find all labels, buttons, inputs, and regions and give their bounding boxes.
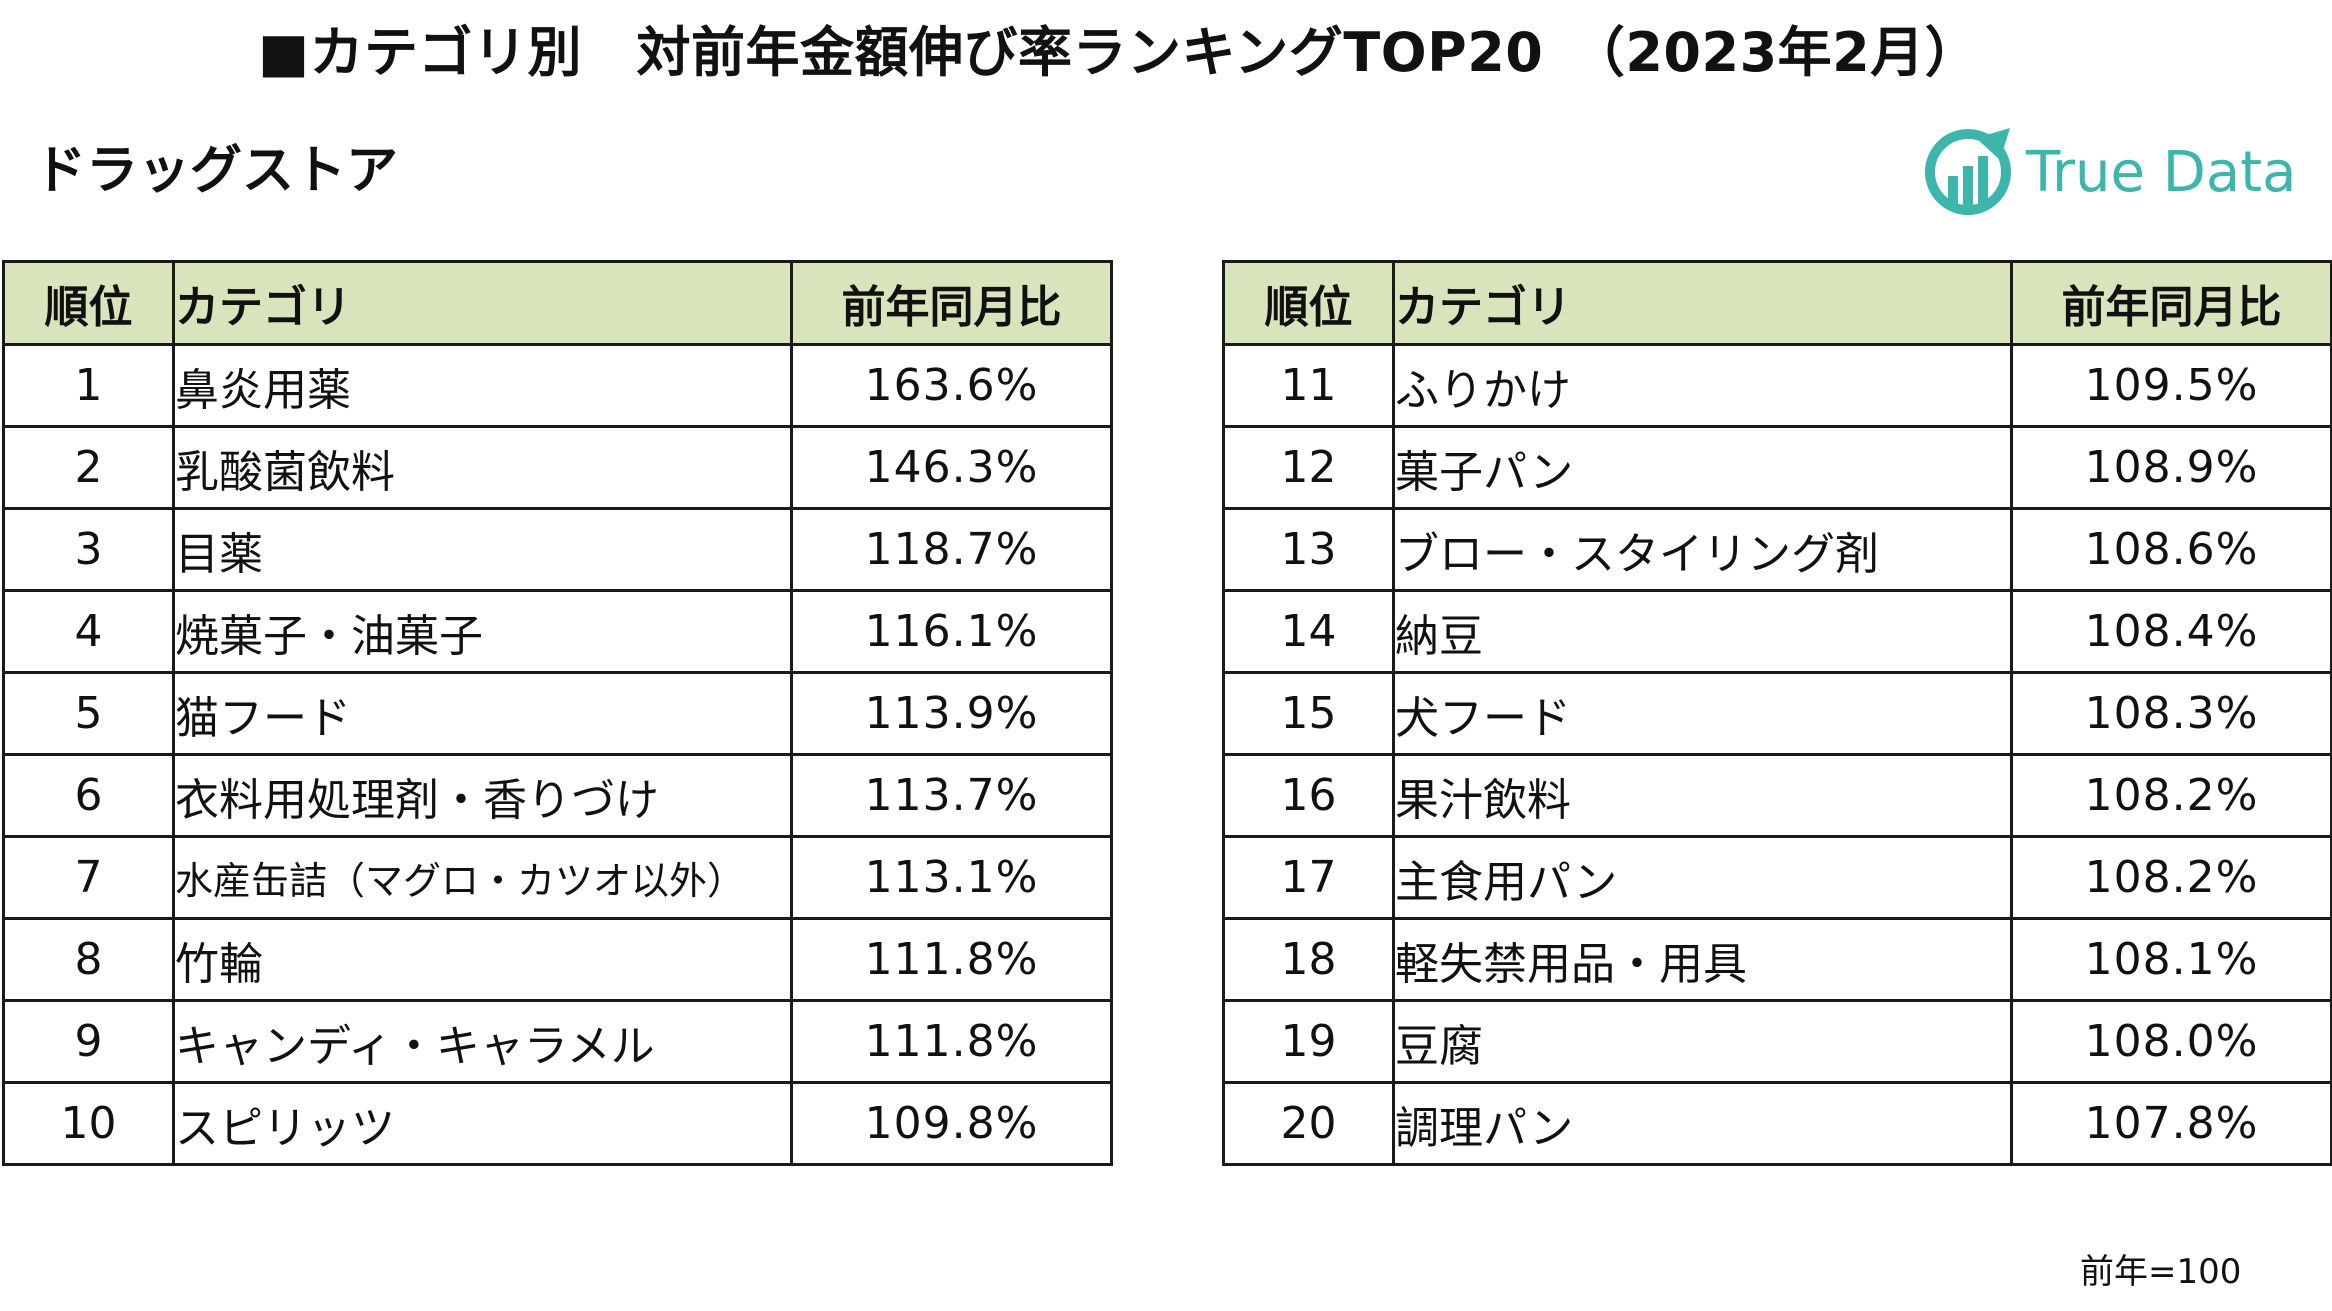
category-cell: ふりかけ — [1392, 343, 2013, 428]
table-row: 11 ふりかけ 109.5% — [1222, 343, 2332, 428]
ratio-cell: 108.6% — [2010, 507, 2332, 592]
rank-cell: 9 — [2, 999, 175, 1084]
category-cell: 鼻炎用薬 — [172, 343, 793, 428]
rank-cell: 7 — [2, 835, 175, 920]
table-row: 20 調理パン 107.8% — [1222, 1081, 2332, 1166]
category-cell: 菓子パン — [1392, 425, 2013, 510]
category-cell: 水産缶詰（マグロ・カツオ以外） — [172, 835, 793, 920]
ratio-cell: 108.4% — [2010, 589, 2332, 674]
category-cell: 納豆 — [1392, 589, 2013, 674]
category-cell: 果汁飲料 — [1392, 753, 2013, 838]
channel-subtitle: ドラッグストア — [34, 141, 399, 201]
rank-cell: 14 — [1222, 589, 1395, 674]
table-row: 14 納豆 108.4% — [1222, 589, 2332, 674]
table-row: 18 軽失禁用品・用具 108.1% — [1222, 917, 2332, 1002]
ratio-cell: 109.5% — [2010, 343, 2332, 428]
header-rank: 順位 — [2, 260, 175, 346]
ratio-cell: 113.9% — [790, 671, 1113, 756]
category-cell: 猫フード — [172, 671, 793, 756]
rank-cell: 1 — [2, 343, 175, 428]
ratio-cell: 113.7% — [790, 753, 1113, 838]
table-row: 6 衣料用処理剤・香りづけ 113.7% — [2, 753, 1113, 838]
category-cell: 焼菓子・油菓子 — [172, 589, 793, 674]
ratio-cell: 108.2% — [2010, 835, 2332, 920]
category-cell: 主食用パン — [1392, 835, 2013, 920]
ratio-cell: 108.9% — [2010, 425, 2332, 510]
category-cell: 犬フード — [1392, 671, 2013, 756]
table-row: 15 犬フード 108.3% — [1222, 671, 2332, 756]
header-category: カテゴリ — [1392, 260, 2013, 346]
table-header-row: 順位 カテゴリ 前年同月比 — [2, 260, 1113, 346]
header-ratio: 前年同月比 — [790, 260, 1113, 346]
rank-cell: 13 — [1222, 507, 1395, 592]
ratio-cell: 108.3% — [2010, 671, 2332, 756]
true-data-logo: True Data — [1920, 124, 2296, 220]
rank-cell: 4 — [2, 589, 175, 674]
table-row: 9 キャンディ・キャラメル 111.8% — [2, 999, 1113, 1084]
rank-cell: 11 — [1222, 343, 1395, 428]
rank-cell: 20 — [1222, 1081, 1395, 1166]
ratio-cell: 146.3% — [790, 425, 1113, 510]
ratio-cell: 163.6% — [790, 343, 1113, 428]
category-cell: 衣料用処理剤・香りづけ — [172, 753, 793, 838]
table-row: 16 果汁飲料 108.2% — [1222, 753, 2332, 838]
rank-cell: 3 — [2, 507, 175, 592]
ratio-cell: 111.8% — [790, 999, 1113, 1084]
rank-cell: 16 — [1222, 753, 1395, 838]
rank-cell: 8 — [2, 917, 175, 1002]
category-cell: 調理パン — [1392, 1081, 2013, 1166]
ratio-cell: 108.2% — [2010, 753, 2332, 838]
rank-cell: 10 — [2, 1081, 175, 1166]
table-row: 1 鼻炎用薬 163.6% — [2, 343, 1113, 428]
footnote: 前年=100 — [2080, 1252, 2242, 1292]
ranking-table-11-20: 順位 カテゴリ 前年同月比 11 ふりかけ 109.5% 12 菓子パン 108.9% 13… — [1222, 260, 2332, 1166]
category-cell: スピリッツ — [172, 1081, 793, 1166]
ranking-table-1-10: 順位 カテゴリ 前年同月比 1 鼻炎用薬 163.6% 2 乳酸菌飲料 146.3% 3 目薬… — [2, 260, 1113, 1166]
ratio-cell: 111.8% — [790, 917, 1113, 1002]
table-row: 4 焼菓子・油菓子 116.1% — [2, 589, 1113, 674]
rank-cell: 18 — [1222, 917, 1395, 1002]
ratio-cell: 109.8% — [790, 1081, 1113, 1166]
header-ratio: 前年同月比 — [2010, 260, 2332, 346]
category-cell: 目薬 — [172, 507, 793, 592]
category-cell: 豆腐 — [1392, 999, 2013, 1084]
table-row: 10 スピリッツ 109.8% — [2, 1081, 1113, 1166]
rank-cell: 2 — [2, 425, 175, 510]
category-cell: ブロー・スタイリング剤 — [1392, 507, 2013, 592]
table-row: 8 竹輪 111.8% — [2, 917, 1113, 1002]
rank-cell: 17 — [1222, 835, 1395, 920]
category-cell: 竹輪 — [172, 917, 793, 1002]
table-row: 7 水産缶詰（マグロ・カツオ以外） 113.1% — [2, 835, 1113, 920]
header-category: カテゴリ — [172, 260, 793, 346]
category-cell: 軽失禁用品・用具 — [1392, 917, 2013, 1002]
rank-cell: 6 — [2, 753, 175, 838]
category-cell: 乳酸菌飲料 — [172, 425, 793, 510]
table-row: 17 主食用パン 108.2% — [1222, 835, 2332, 920]
rank-cell: 15 — [1222, 671, 1395, 756]
table-row: 2 乳酸菌飲料 146.3% — [2, 425, 1113, 510]
ratio-cell: 113.1% — [790, 835, 1113, 920]
true-data-logo-text: True Data — [2026, 139, 2297, 205]
ratio-cell: 108.0% — [2010, 999, 2332, 1084]
rank-cell: 19 — [1222, 999, 1395, 1084]
true-data-logo-icon — [1925, 128, 2011, 215]
table-row: 3 目薬 118.7% — [2, 507, 1113, 592]
ratio-cell: 118.7% — [790, 507, 1113, 592]
table-row: 19 豆腐 108.0% — [1222, 999, 2332, 1084]
header-rank: 順位 — [1222, 260, 1395, 346]
table-row: 5 猫フード 113.9% — [2, 671, 1113, 756]
category-cell: キャンディ・キャラメル — [172, 999, 793, 1084]
table-row: 12 菓子パン 108.9% — [1222, 425, 2332, 510]
page-title: ■カテゴリ別 対前年金額伸び率ランキングTOP20 （2023年2月） — [258, 21, 1980, 84]
table-row: 13 ブロー・スタイリング剤 108.6% — [1222, 507, 2332, 592]
ratio-cell: 108.1% — [2010, 917, 2332, 1002]
ratio-cell: 107.8% — [2010, 1081, 2332, 1166]
table-header-row: 順位 カテゴリ 前年同月比 — [1222, 260, 2332, 346]
rank-cell: 5 — [2, 671, 175, 756]
ratio-cell: 116.1% — [790, 589, 1113, 674]
rank-cell: 12 — [1222, 425, 1395, 510]
